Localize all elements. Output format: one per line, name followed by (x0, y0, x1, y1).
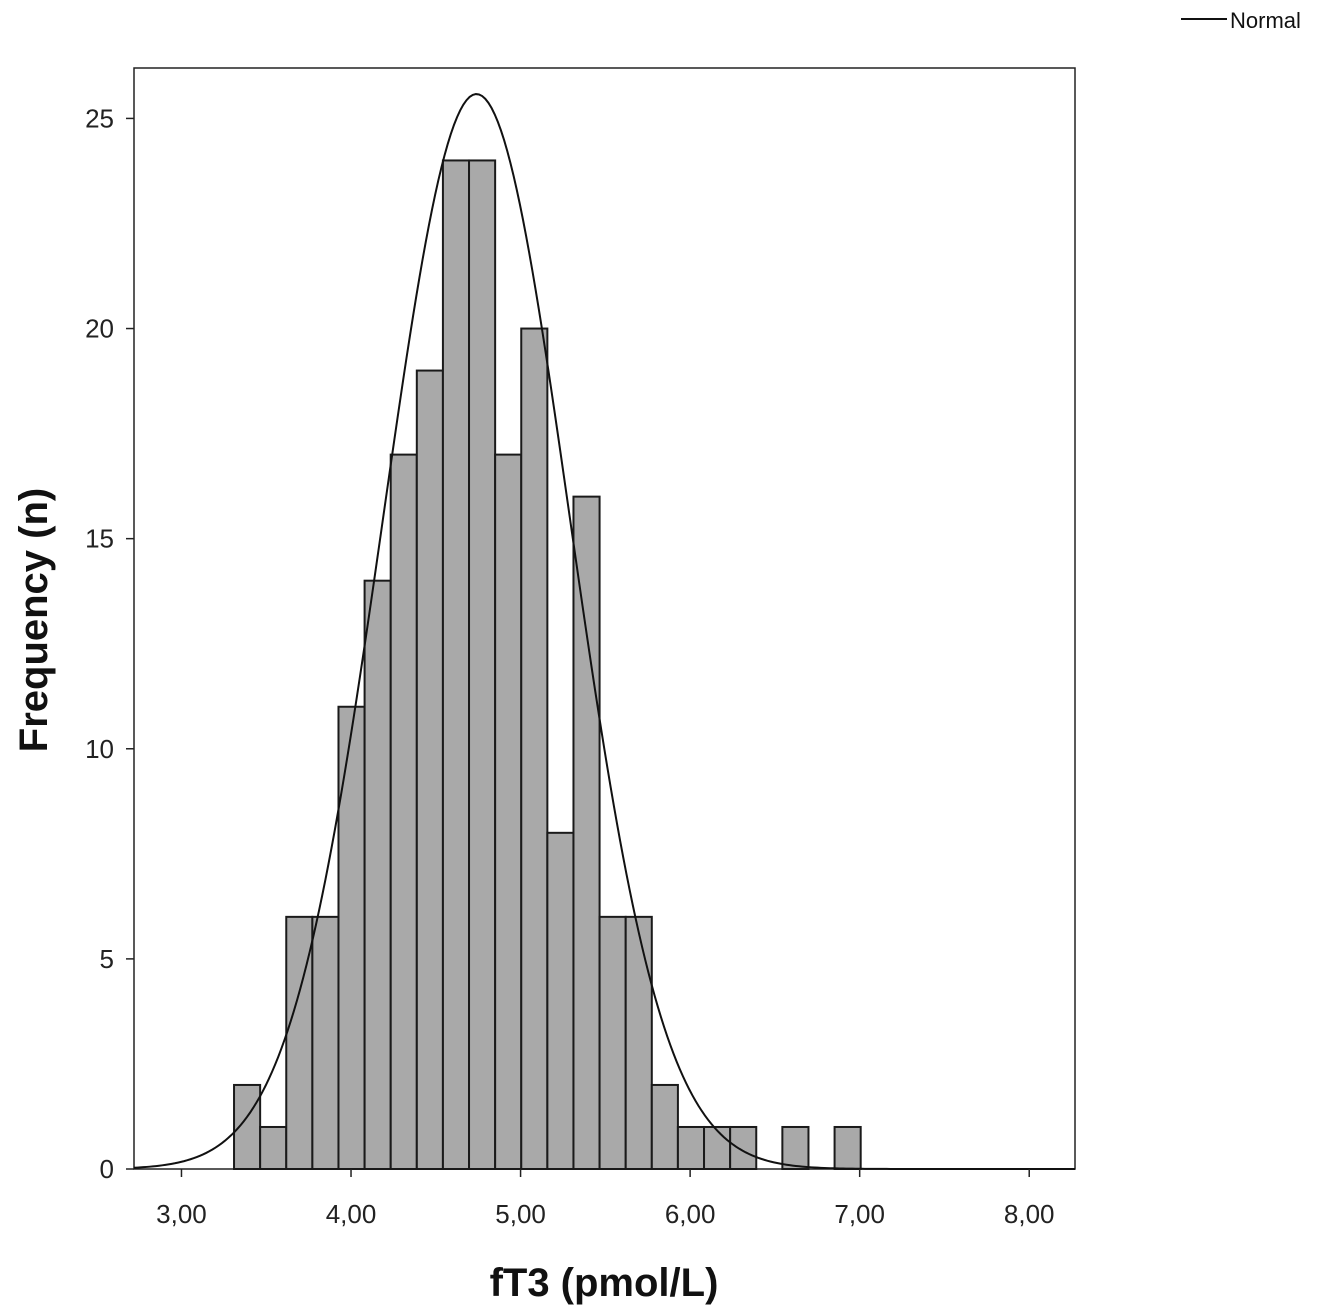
y-tick-label: 10 (85, 734, 114, 764)
y-axis-title: Frequency (n) (12, 488, 56, 752)
histogram-bar (259, 1125, 288, 1170)
x-tick-label: 7,00 (834, 1199, 885, 1229)
histogram-bar (781, 1125, 810, 1170)
histogram-bar (415, 369, 444, 1170)
histogram-bar (311, 915, 340, 1170)
y-tick-label: 5 (100, 944, 114, 974)
y-axis: 0 5 10 15 20 25 (85, 103, 134, 1184)
y-tick-label: 0 (100, 1154, 114, 1184)
histogram-bar (441, 159, 471, 1170)
x-axis: 3,00 4,00 5,00 6,00 7,00 8,00 (156, 1169, 1055, 1229)
x-tick-label: 4,00 (326, 1199, 377, 1229)
histogram-bar (729, 1125, 758, 1170)
histogram-bar (337, 705, 366, 1170)
x-tick-label: 6,00 (665, 1199, 716, 1229)
y-tick-label: 25 (85, 103, 114, 133)
histogram-bar (546, 831, 575, 1170)
histogram-bar (703, 1125, 732, 1170)
normal-curve (133, 93, 1075, 1170)
histogram-bar (833, 1125, 862, 1170)
histogram-bar (650, 1083, 679, 1170)
histogram-bar (676, 1125, 706, 1170)
x-tick-label: 8,00 (1004, 1199, 1055, 1229)
y-tick-label: 20 (85, 314, 114, 344)
legend-label-normal: Normal (1230, 8, 1301, 33)
x-tick-label: 3,00 (156, 1199, 207, 1229)
histogram-bar (389, 453, 418, 1170)
histogram-bar (494, 453, 523, 1170)
y-tick-label: 15 (85, 524, 114, 554)
histogram-bar (572, 495, 601, 1170)
histogram-bar (468, 159, 497, 1170)
legend: Normal (1181, 8, 1301, 33)
x-axis-title: fT3 (pmol/L) (490, 1261, 719, 1305)
histogram-bar (598, 915, 627, 1170)
histogram-bar (520, 327, 549, 1171)
histogram-bar (624, 915, 653, 1170)
bars-group (233, 159, 862, 1171)
histogram-bar (363, 579, 392, 1170)
x-tick-label: 5,00 (495, 1199, 546, 1229)
